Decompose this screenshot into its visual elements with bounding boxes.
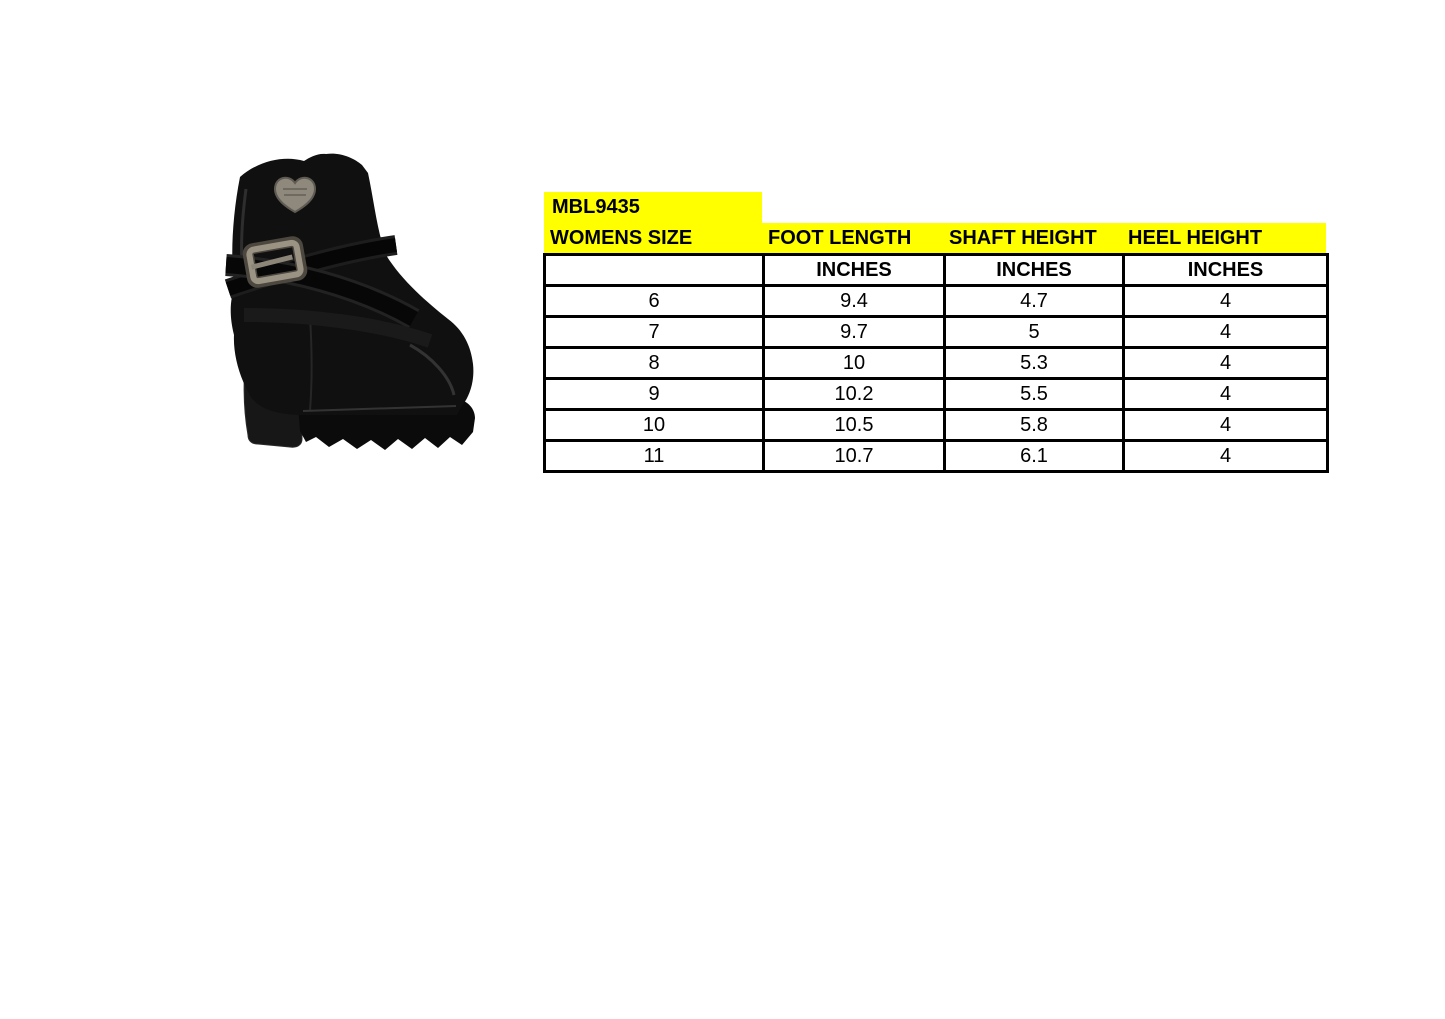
column-header-shaft-height: SHAFT HEIGHT [949, 227, 1097, 249]
units-cell: INCHES [762, 253, 946, 287]
column-header-foot-length: FOOT LENGTH [768, 227, 912, 249]
boot-product-image [198, 148, 483, 470]
foot-length-cell: 10.7 [762, 439, 946, 473]
table-row: 8 10 5.3 4 [543, 346, 1329, 380]
foot-length-cell: 10.5 [762, 408, 946, 442]
strap-diagonal [225, 238, 397, 296]
foot-length-cell: 10.2 [762, 377, 946, 411]
table-row: 10 10.5 5.8 4 [543, 408, 1329, 442]
column-header-row: WOMENS SIZE FOOT LENGTH SHAFT HEIGHT HEE… [544, 223, 1326, 253]
units-row: INCHES INCHES INCHES [543, 253, 1329, 287]
strap-lower [243, 308, 433, 348]
toe-highlight [409, 343, 456, 396]
buckle-icon [242, 236, 308, 288]
column-header-womens-size: WOMENS SIZE [550, 227, 693, 249]
heel-height-cell: 4 [1122, 284, 1329, 318]
units-cell: INCHES [943, 253, 1125, 287]
shaft-height-cell: 5 [943, 315, 1125, 349]
shaft-height-cell: 6.1 [943, 439, 1125, 473]
size-cell: 8 [543, 346, 765, 380]
foot-length-cell: 9.4 [762, 284, 946, 318]
model-code-cell: MBL9435 [544, 192, 762, 223]
shaft-height-cell: 5.5 [943, 377, 1125, 411]
boot-illustration [224, 153, 475, 450]
table-row: 9 10.2 5.5 4 [543, 377, 1329, 411]
table-row: 7 9.7 5 4 [543, 315, 1329, 349]
heel-height-cell: 4 [1122, 408, 1329, 442]
size-chart-table: INCHES INCHES INCHES 6 9.4 4.7 4 7 9.7 5… [543, 253, 1329, 473]
column-header-heel-height: HEEL HEIGHT [1128, 227, 1263, 249]
front-seam [309, 316, 313, 412]
shaft-height-cell: 5.8 [943, 408, 1125, 442]
sole-edge-highlight [302, 405, 457, 412]
size-cell: 10 [543, 408, 765, 442]
heel-height-cell: 4 [1122, 346, 1329, 380]
foot-length-cell: 9.7 [762, 315, 946, 349]
units-cell [543, 253, 765, 287]
foot-length-cell: 10 [762, 346, 946, 380]
table-row: 6 9.4 4.7 4 [543, 284, 1329, 318]
badge-emblem-icon [273, 176, 317, 214]
size-cell: 11 [543, 439, 765, 473]
shaft-height-cell: 5.3 [943, 346, 1125, 380]
heel-height-cell: 4 [1122, 315, 1329, 349]
size-cell: 9 [543, 377, 765, 411]
size-cell: 7 [543, 315, 765, 349]
heel-height-cell: 4 [1122, 439, 1329, 473]
size-cell: 6 [543, 284, 765, 318]
heel-height-cell: 4 [1122, 377, 1329, 411]
shaft-height-cell: 4.7 [943, 284, 1125, 318]
table-row: 11 10.7 6.1 4 [543, 439, 1329, 473]
units-cell: INCHES [1122, 253, 1329, 287]
